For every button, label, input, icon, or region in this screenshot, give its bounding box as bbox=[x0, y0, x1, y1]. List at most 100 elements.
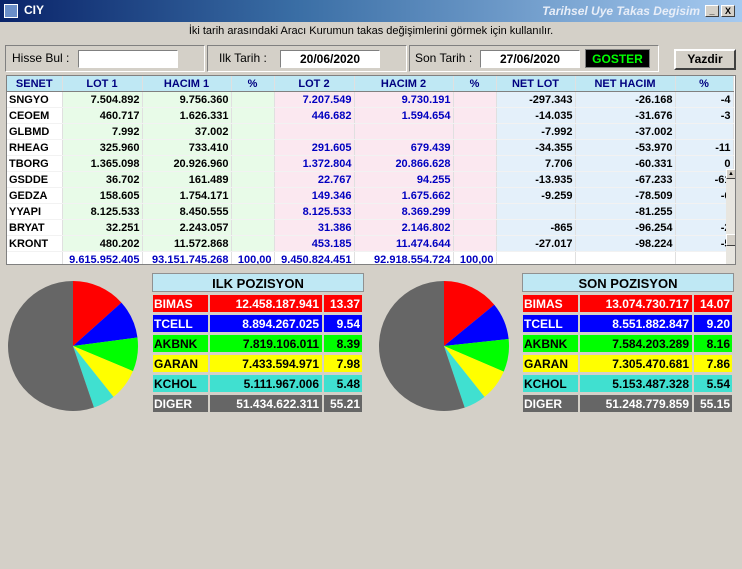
table-cell bbox=[453, 235, 497, 252]
table-row[interactable]: CEOEM 460.717 1.626.331 446.682 1.594.654 -14… bbox=[7, 107, 734, 124]
table-cell: 7.992 bbox=[62, 123, 143, 140]
position-percent: 7.98 bbox=[323, 354, 363, 373]
column-header[interactable]: LOT 1 bbox=[62, 76, 143, 92]
stock-name: KCHOL bbox=[152, 374, 209, 393]
pie-slice-garan bbox=[73, 346, 133, 397]
window-title: CIY bbox=[24, 3, 45, 17]
position-value: 51.434.622.311 bbox=[209, 394, 323, 413]
table-cell: 1.372.804 bbox=[274, 155, 355, 172]
position-value: 12.458.187.941 bbox=[209, 294, 323, 313]
table-row[interactable]: KRONT 480.202 11.572.868 453.185 11.474.644 -… bbox=[7, 235, 734, 252]
hisse-input[interactable] bbox=[78, 50, 178, 68]
column-header[interactable]: % bbox=[453, 76, 497, 92]
table-cell: GLBMD bbox=[7, 123, 63, 140]
table-cell: -37.002 bbox=[575, 123, 676, 140]
description-text: İki tarih arasındaki Aracı Kurumun takas… bbox=[188, 25, 554, 37]
position-value: 13.074.730.717 bbox=[579, 294, 693, 313]
window-subtitle: Tarihsel Uye Takas Degisim bbox=[542, 4, 700, 18]
table-cell: -78.509 bbox=[575, 187, 676, 204]
stock-name: BIMAS bbox=[152, 294, 209, 313]
stock-name: DIGER bbox=[152, 394, 209, 413]
table-cell: -81.255 bbox=[575, 203, 676, 220]
table-row[interactable]: GSDDE 36.702 161.489 22.767 94.255 -13.935 -67… bbox=[7, 171, 734, 188]
table-cell bbox=[496, 251, 576, 264]
table-cell: -3 bbox=[675, 107, 734, 124]
column-header[interactable]: % bbox=[231, 76, 275, 92]
data-grid[interactable]: SENET LOT 1 HACIM 1% LOT 2 HACIM 2% NET LOT NE… bbox=[6, 75, 736, 265]
yazdir-button[interactable]: Yazdir bbox=[674, 49, 736, 70]
table-cell: -11 bbox=[675, 139, 734, 156]
table-cell: 37.002 bbox=[142, 123, 232, 140]
stock-name: AKBNK bbox=[522, 334, 579, 353]
stock-name: GARAN bbox=[152, 354, 209, 373]
grid-scrollbar[interactable]: ▲ ▼ bbox=[726, 169, 735, 264]
column-header[interactable]: HACIM 1 bbox=[142, 76, 232, 92]
table-cell bbox=[453, 123, 497, 140]
table-cell: 94.255 bbox=[354, 171, 454, 188]
pie-slice-tcell bbox=[444, 304, 509, 346]
column-header[interactable]: NET HACIM bbox=[575, 76, 676, 92]
ilk-pie-chart bbox=[7, 281, 138, 411]
table-cell: 22.767 bbox=[274, 171, 355, 188]
table-row[interactable]: GEDZA 158.605 1.754.171 149.346 1.675.662 -9.… bbox=[7, 187, 734, 204]
son-tarih-input[interactable]: 27/06/2020 bbox=[480, 50, 580, 68]
table-cell: 1.754.171 bbox=[142, 187, 232, 204]
table-cell: -34.355 bbox=[496, 139, 576, 156]
table-cell: GSDDE bbox=[7, 171, 63, 188]
table-cell bbox=[453, 171, 497, 188]
table-cell bbox=[231, 155, 275, 172]
ilk-tarih-frame bbox=[207, 45, 407, 72]
table-cell bbox=[231, 171, 275, 188]
son-tarih-frame bbox=[409, 45, 659, 72]
table-cell bbox=[354, 123, 454, 140]
table-cell: 1.594.654 bbox=[354, 107, 454, 124]
table-cell: 32.251 bbox=[62, 219, 143, 236]
pie-slice-diger bbox=[379, 281, 465, 411]
column-header[interactable]: NET LOT bbox=[496, 76, 576, 92]
table-cell: 8.125.533 bbox=[274, 203, 355, 220]
table-row[interactable]: BRYAT 32.251 2.243.057 31.386 2.146.802 -865-… bbox=[7, 219, 734, 236]
table-row[interactable]: GLBMD 7.992 37.002 -7.992 -37.002 bbox=[7, 123, 734, 140]
table-cell: 7.504.892 bbox=[62, 91, 143, 108]
table-cell: 679.439 bbox=[354, 139, 454, 156]
position-value: 7.584.203.289 bbox=[579, 334, 693, 353]
table-cell: 9.450.824.451 bbox=[274, 251, 355, 264]
table-row[interactable]: RHEAG 325.960 733.410 291.605 679.439 -34.355… bbox=[7, 139, 734, 156]
table-cell: 161.489 bbox=[142, 171, 232, 188]
position-percent: 8.16 bbox=[693, 334, 733, 353]
table-cell: SNGYO bbox=[7, 91, 63, 108]
table-cell: KRONT bbox=[7, 235, 63, 252]
column-header[interactable]: % bbox=[675, 76, 734, 92]
close-button[interactable]: X bbox=[721, 5, 735, 17]
position-value: 7.433.594.971 bbox=[209, 354, 323, 373]
table-row[interactable]: TBORG 1.365.098 20.926.960 1.372.804 20.866.… bbox=[7, 155, 734, 172]
table-row[interactable]: SNGYO 7.504.892 9.756.360 7.207.549 9.730.19… bbox=[7, 91, 734, 108]
table-cell: -14.035 bbox=[496, 107, 576, 124]
column-header[interactable]: SENET bbox=[7, 76, 63, 92]
stock-name: TCELL bbox=[152, 314, 209, 333]
table-cell bbox=[231, 91, 275, 108]
table-cell: 453.185 bbox=[274, 235, 355, 252]
goster-button[interactable]: GOSTER bbox=[585, 49, 650, 68]
scroll-thumb[interactable] bbox=[726, 234, 735, 246]
column-header[interactable]: LOT 2 bbox=[274, 76, 355, 92]
ilk-tarih-input[interactable]: 20/06/2020 bbox=[280, 50, 380, 68]
column-header[interactable]: HACIM 2 bbox=[354, 76, 454, 92]
table-total-row[interactable]: 9.615.952.405 93.151.745.268 100,00 9.450.8… bbox=[7, 251, 734, 264]
table-cell: -53.970 bbox=[575, 139, 676, 156]
table-cell: 20.926.960 bbox=[142, 155, 232, 172]
table-cell: 2.146.802 bbox=[354, 219, 454, 236]
table-cell: -6 bbox=[675, 187, 734, 204]
scroll-up-icon[interactable]: ▲ bbox=[726, 169, 735, 179]
position-value: 7.819.106.011 bbox=[209, 334, 323, 353]
pie-slice-diger bbox=[7, 281, 94, 411]
table-cell: 460.717 bbox=[62, 107, 143, 124]
table-cell: CEOEM bbox=[7, 107, 63, 124]
table-cell: 100,00 bbox=[231, 251, 275, 264]
minimize-button[interactable]: _ bbox=[705, 5, 719, 17]
table-row[interactable]: YYAPI 8.125.533 8.450.555 8.125.533 8.369.29… bbox=[7, 203, 734, 220]
table-cell bbox=[575, 251, 676, 264]
hisse-label: Hisse Bul : bbox=[12, 51, 70, 65]
position-value: 5.111.967.006 bbox=[209, 374, 323, 393]
table-cell bbox=[231, 123, 275, 140]
